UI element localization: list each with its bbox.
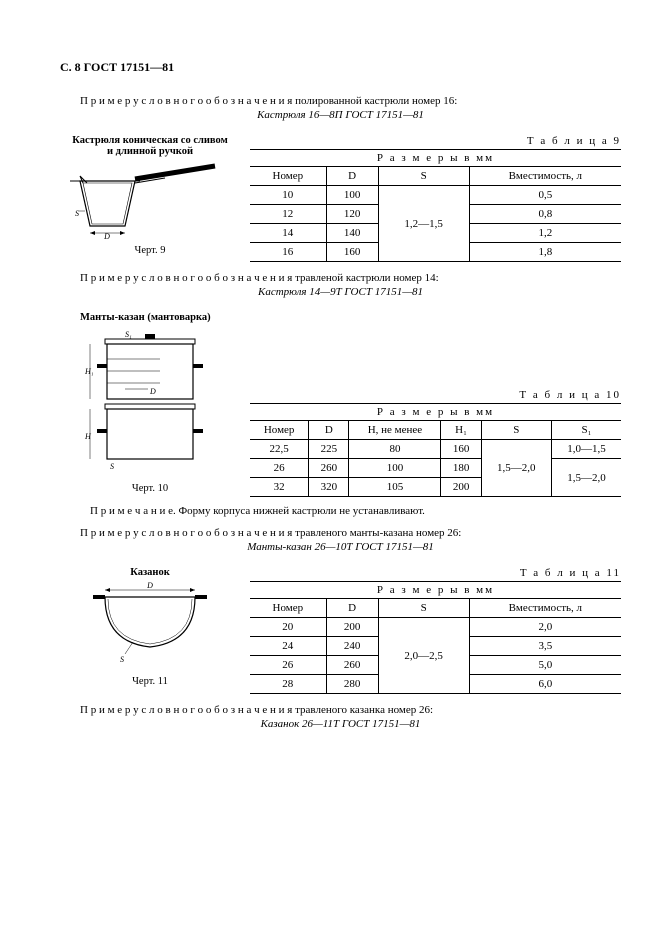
fig9-title: Кастрюля коническая со сливом и длинной … [60, 135, 240, 157]
svg-text:S: S [75, 209, 79, 218]
cell: 2,0 [469, 618, 621, 637]
th: H₁ [441, 421, 481, 440]
cell: 1,5—2,0 [551, 459, 621, 497]
svg-text:D: D [149, 387, 156, 396]
cell: 12 [250, 205, 326, 224]
th: Номер [250, 421, 309, 440]
table11-label: Т а б л и ц а 11 [250, 567, 621, 579]
cell: 200 [326, 618, 378, 637]
cell: 32 [250, 478, 309, 497]
cell: 105 [349, 478, 441, 497]
fig10-drawing: D H₁ H S₁ S [65, 329, 235, 479]
svg-text:S₁: S₁ [125, 330, 132, 339]
cell: 26 [250, 656, 326, 675]
cell: 1,8 [469, 243, 621, 262]
cell: 100 [326, 186, 378, 205]
cell: 1,0—1,5 [551, 440, 621, 459]
cell: 320 [309, 478, 349, 497]
cell: 280 [326, 675, 378, 694]
t9-c1: D [326, 167, 378, 186]
table9-dim: Р а з м е р ы в мм [250, 149, 621, 167]
cell: 260 [326, 656, 378, 675]
table11: Номер D S Вместимость, л 202002,0—2,52,0… [250, 599, 621, 694]
svg-text:S: S [120, 655, 124, 664]
cell: 160 [326, 243, 378, 262]
cell: 1,2—1,5 [378, 186, 469, 262]
t9-c3: Вместимость, л [469, 167, 621, 186]
cell: 180 [441, 459, 481, 478]
svg-text:D: D [103, 232, 110, 241]
cell: 200 [441, 478, 481, 497]
cell: 28 [250, 675, 326, 694]
th: H, не менее [349, 421, 441, 440]
cell: 80 [349, 440, 441, 459]
fig10-title: Манты-казан (мантоварка) [80, 312, 621, 323]
cell: 22,5 [250, 440, 309, 459]
table10: Номер D H, не менее H₁ S S₁ 22,522580160… [250, 421, 621, 497]
page-header: С. 8 ГОСТ 17151—81 [60, 60, 621, 75]
table10-dim: Р а з м е р ы в мм [250, 403, 621, 421]
fig10-caption: Черт. 10 [60, 483, 240, 494]
example-3-sub: Манты-казан 26—10Т ГОСТ 17151—81 [60, 541, 621, 553]
t9-c2: S [378, 167, 469, 186]
th: S₁ [551, 421, 621, 440]
section-9: Кастрюля коническая со сливом и длинной … [60, 135, 621, 262]
example-4: П р и м е р у с л о в н о г о о б о з н … [80, 704, 621, 716]
cell: 160 [441, 440, 481, 459]
cell: 225 [309, 440, 349, 459]
section-11: Казанок D S Черт. 11 Т а б л и ц а 11 Р … [60, 567, 621, 694]
fig11-drawing: D S [75, 582, 225, 672]
fig11-title: Казанок [60, 567, 240, 578]
cell: 26 [250, 459, 309, 478]
example-3: П р и м е р у с л о в н о г о о б о з н … [80, 527, 621, 539]
example-2-sub: Кастрюля 14—9Т ГОСТ 17151—81 [60, 286, 621, 298]
th: Вместимость, л [469, 599, 621, 618]
th: S [481, 421, 551, 440]
svg-text:S: S [110, 462, 114, 471]
cell: 20 [250, 618, 326, 637]
example-1-sub: Кастрюля 16—8П ГОСТ 17151—81 [60, 109, 621, 121]
cell: 260 [309, 459, 349, 478]
cell: 1,2 [469, 224, 621, 243]
svg-text:H₁: H₁ [84, 367, 94, 376]
table9-label: Т а б л и ц а 9 [250, 135, 621, 147]
cell: 3,5 [469, 637, 621, 656]
cell: 140 [326, 224, 378, 243]
th: Номер [250, 599, 326, 618]
cell: 100 [349, 459, 441, 478]
th: D [326, 599, 378, 618]
fig9-drawing: D S [65, 161, 235, 241]
cell: 0,5 [469, 186, 621, 205]
example-4-sub: Казанок 26—11Т ГОСТ 17151—81 [60, 718, 621, 730]
cell: 1,5—2,0 [481, 440, 551, 497]
cell: 120 [326, 205, 378, 224]
cell: 240 [326, 637, 378, 656]
th: S [378, 599, 469, 618]
table9: Номер D S Вместимость, л 101001,2—1,50,5… [250, 167, 621, 262]
cell: 10 [250, 186, 326, 205]
section-10: D H₁ H S₁ S Черт. 10 Т а б л и ц а 10 Р … [60, 329, 621, 497]
cell: 16 [250, 243, 326, 262]
cell: 6,0 [469, 675, 621, 694]
t9-c0: Номер [250, 167, 326, 186]
cell: 0,8 [469, 205, 621, 224]
cell: 5,0 [469, 656, 621, 675]
table10-label: Т а б л и ц а 10 [250, 389, 621, 401]
note-10: П р и м е ч а н и е. Форму корпуса нижне… [90, 505, 621, 517]
fig11-caption: Черт. 11 [60, 676, 240, 687]
table11-dim: Р а з м е р ы в мм [250, 581, 621, 599]
example-2: П р и м е р у с л о в н о г о о б о з н … [80, 272, 621, 284]
cell: 14 [250, 224, 326, 243]
svg-text:H: H [84, 432, 92, 441]
cell: 24 [250, 637, 326, 656]
example-1: П р и м е р у с л о в н о г о о б о з н … [80, 95, 621, 107]
cell: 2,0—2,5 [378, 618, 469, 694]
th: D [309, 421, 349, 440]
fig9-caption: Черт. 9 [60, 245, 240, 256]
svg-text:D: D [146, 582, 153, 590]
